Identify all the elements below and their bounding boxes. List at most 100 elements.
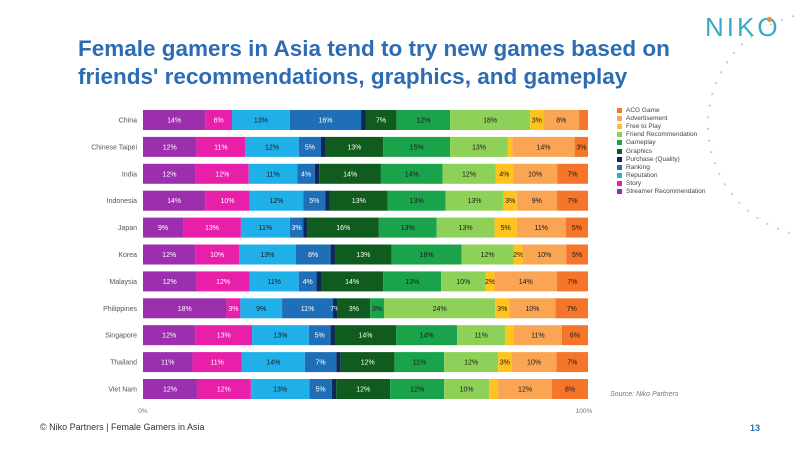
data-label: 5% — [305, 144, 315, 151]
logo-dot — [767, 17, 772, 22]
category-label: Singapore — [105, 333, 137, 340]
legend-label: Graphics — [626, 147, 653, 155]
bar-segment-ranking — [304, 352, 337, 373]
data-label: 12% — [518, 387, 532, 394]
data-label: 12% — [163, 279, 177, 286]
data-label: 12% — [416, 118, 430, 125]
bar-segment-gameplay — [383, 271, 442, 292]
bar-segment-acg-game — [574, 136, 588, 157]
category-label: India — [122, 171, 137, 178]
legend-item-reputation: Reputation — [617, 172, 705, 180]
data-label: 11% — [214, 144, 228, 151]
data-label: 13% — [254, 118, 268, 125]
data-label: 14% — [519, 279, 533, 286]
data-label: 3% — [349, 306, 359, 313]
data-label: 9% — [256, 306, 266, 313]
legend-label: Ranking — [626, 163, 650, 171]
bar-segment-free-to-play — [498, 352, 512, 373]
decorative-dot — [733, 51, 736, 55]
data-label: 8% — [556, 118, 566, 125]
footer-copyright: © Niko Partners | Female Gamers in Asia — [40, 422, 205, 432]
bar-segment-friend-recommendation — [457, 325, 506, 346]
data-label: 13% — [401, 225, 415, 232]
data-label: 3% — [576, 144, 586, 151]
data-label: 12% — [215, 171, 229, 178]
decorative-dot — [707, 116, 710, 119]
bar-segment-ranking — [298, 136, 321, 157]
bar-segment-story — [183, 217, 241, 238]
data-label: 14% — [345, 279, 359, 286]
data-label: 14% — [167, 118, 181, 125]
bar-segment-advertisement — [511, 352, 557, 373]
data-label: 7% — [315, 360, 325, 367]
legend-label: Streamer Recommendation — [626, 188, 706, 196]
x-axis-min-label: 0% — [138, 408, 148, 415]
data-label: 7% — [330, 306, 340, 313]
bar-segment-free-to-play — [495, 163, 514, 184]
bar-segment-advertisement — [522, 244, 567, 265]
data-label: 12% — [162, 333, 176, 340]
bar-segment-graphics — [336, 379, 391, 399]
bar-segment-ranking — [289, 110, 362, 130]
bar-segment-ranking — [303, 190, 326, 211]
bar-segment-story — [226, 298, 241, 319]
bar-segment-purchase-quality — [330, 325, 335, 346]
category-label: Japan — [118, 225, 137, 232]
data-label: 12% — [163, 387, 177, 394]
bar-segment-reputation — [240, 298, 283, 319]
data-label: 14% — [167, 198, 181, 205]
bar-segment-purchase-quality — [331, 379, 337, 399]
bar-segment-free-to-play — [505, 325, 514, 346]
bar-segment-streamer-recommendation — [143, 244, 196, 265]
bar-segment-gameplay — [380, 163, 443, 184]
decorative-dot — [707, 127, 710, 130]
bar-segment-graphics — [321, 271, 384, 292]
category-label: China — [119, 118, 137, 125]
decorative-dot — [720, 71, 723, 74]
bar-segment-friend-recommendation — [461, 244, 514, 265]
data-label: 11% — [301, 306, 315, 313]
bar-segment-advertisement — [516, 217, 566, 238]
bar-segment-acg-game — [561, 325, 588, 346]
legend-swatch — [617, 189, 622, 195]
legend-swatch — [617, 123, 622, 129]
category-label: Indonesia — [107, 198, 137, 205]
bar-segment-gameplay — [370, 298, 385, 319]
data-label: 14% — [343, 171, 357, 178]
bar-segment-purchase-quality — [333, 298, 338, 319]
data-label: 13% — [347, 144, 361, 151]
category-label: Thailand — [110, 360, 137, 367]
bar-segment-free-to-play — [494, 217, 517, 238]
x-axis-max-label: 100% — [576, 408, 593, 415]
bar-segment-purchase-quality — [325, 190, 330, 211]
legend-item-gameplay: Gameplay — [617, 139, 705, 147]
decorative-dot — [718, 173, 721, 176]
data-label: 12% — [481, 252, 495, 259]
data-label: 10% — [537, 252, 551, 259]
data-label: 10% — [210, 252, 224, 259]
data-label: 2% — [513, 252, 523, 259]
legend-item-graphics: Graphics — [617, 147, 705, 155]
data-label: 12% — [462, 171, 476, 178]
source-note: Source: Niko Partners — [610, 391, 679, 398]
data-label: 11% — [210, 360, 224, 367]
bar-segment-friend-recommendation — [444, 379, 490, 399]
data-label: 12% — [265, 144, 279, 151]
bar-segment-free-to-play — [485, 271, 495, 292]
bar-segment-gameplay — [378, 217, 437, 238]
data-label: 5% — [501, 225, 511, 232]
bar-segment-friend-recommendation — [450, 136, 508, 157]
page-title: Female gamers in Asia tend to try new ga… — [78, 36, 670, 89]
legend-item-story: Story — [617, 180, 705, 188]
bar-segment-graphics — [319, 163, 381, 184]
bar-segment-story — [192, 352, 242, 373]
bar-segment-graphics — [337, 298, 371, 319]
legend-item-streamer-recommendation: Streamer Recommendation — [617, 188, 705, 196]
data-label: 13% — [459, 225, 473, 232]
bar-segment-acg-game — [556, 271, 588, 292]
legend-item-purchase-quality: Purchase (Quality) — [617, 155, 705, 163]
bar-segment-acg-game — [555, 298, 588, 319]
bar-segment-purchase-quality — [303, 217, 308, 238]
data-label: 11% — [259, 225, 273, 232]
bar-segment-graphics — [329, 190, 388, 211]
